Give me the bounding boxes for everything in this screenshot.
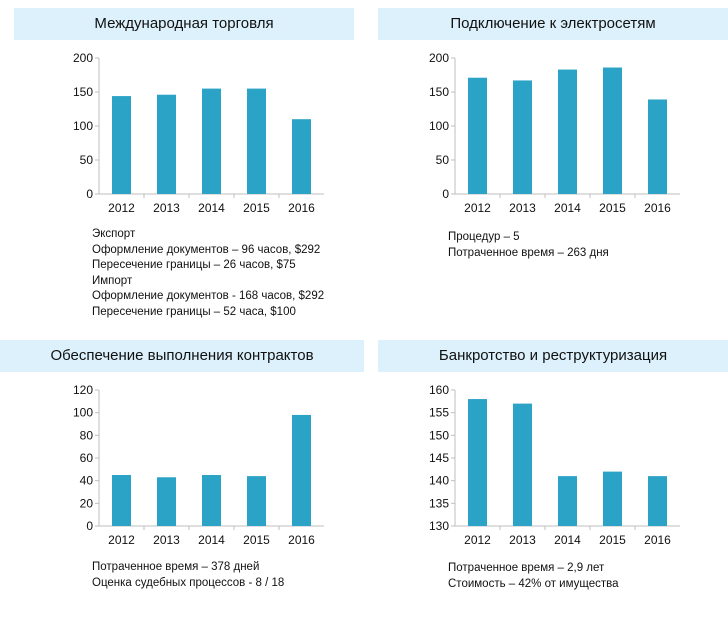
bar-2015 [247,476,266,526]
note-line: Пересечение границы – 26 часов, $75 [92,259,296,271]
x-tick-label: 2012 [108,533,135,547]
x-tick-label: 2012 [464,533,491,547]
y-tick-label: 0 [86,187,93,201]
note-line: Экспорт [92,228,136,240]
bar-2014 [202,475,221,526]
panel-contract-enforcement: Обеспечение выполнения контрактов 0 20 40 6… [0,332,364,628]
x-tick-label: 2013 [153,533,180,547]
bar-2016 [292,119,311,194]
x-tick-label: 2015 [599,201,626,215]
bar-chart: 0 50 100 150 200 2012 2013 2014 2015 2016 [429,51,680,215]
x-tick-label: 2012 [108,201,135,215]
x-tick-label: 2014 [554,201,581,215]
y-tick-label: 160 [429,383,449,397]
x-tick-label: 2013 [153,201,180,215]
x-tick-label: 2015 [243,533,270,547]
y-tick-label: 80 [80,428,94,442]
bar-2012 [468,399,487,526]
x-tick-label: 2014 [198,201,225,215]
chart-title: Банкротство и реструктуризация [378,340,728,372]
x-tick-label: 2013 [509,201,536,215]
chart-notes: Процедур – 5 Потраченное время – 263 дня [448,230,609,261]
bar-2016 [648,99,667,194]
y-tick-label: 40 [80,474,94,488]
chart-title: Международная торговля [14,8,354,40]
y-tick-label: 120 [73,383,93,397]
panel-electricity-connection: Подключение к электросетям 0 50 100 150 200 2… [364,0,728,296]
y-tick-label: 130 [429,519,449,533]
x-tick-label: 2016 [288,201,315,215]
note-line: Пересечение границы – 52 часа, $100 [92,305,296,318]
x-tick-label: 2015 [243,201,270,215]
bar-2012 [468,77,487,194]
bar-chart: 0 20 40 60 80 100 120 2012 2013 2014 2015 2016 [73,383,324,547]
bar-2014 [558,69,577,194]
y-tick-label: 145 [429,451,449,465]
note-line: Стоимость – 42% от имущества [448,577,619,590]
x-tick-label: 2013 [509,533,536,547]
note-line: Процедур – 5 [448,231,520,243]
bar-2014 [558,476,577,526]
panel-bankruptcy: Банкротство и реструктуризация 130 135 140… [364,332,728,628]
bar-2013 [157,477,176,526]
x-tick-label: 2014 [198,533,225,547]
bar-chart: 0 50 100 150 200 2012 2013 2014 2015 2016 [73,51,324,215]
y-tick-label: 100 [429,119,449,133]
x-tick-label: 2016 [644,201,671,215]
bar-2016 [648,476,667,526]
note-line: Импорт [92,274,133,287]
note-line: Оформление документов – 96 часов, $292 [92,243,321,256]
note-line: Оформление документов - 168 часов, $292 [92,290,325,302]
bar-2015 [247,88,266,194]
note-line: Потраченное время – 378 дней [92,561,260,573]
x-tick-label: 2016 [288,533,315,547]
bar-2015 [603,471,622,526]
x-tick-label: 2015 [599,533,626,547]
bar-2012 [112,475,131,526]
bar-chart: 130 135 140 145 150 155 160 2012 2013 2014 2015 201… [429,383,680,547]
x-tick-label: 2016 [644,533,671,547]
y-tick-label: 200 [429,51,449,65]
note-line: Оценка судебных процессов - 8 / 18 [92,576,285,589]
y-tick-label: 150 [429,428,449,442]
bar-2015 [603,67,622,194]
bar-2013 [513,80,532,194]
y-tick-label: 50 [436,153,450,167]
y-tick-label: 155 [429,406,449,420]
x-tick-label: 2012 [464,201,491,215]
bar-2013 [513,403,532,526]
chart-title: Подключение к электросетям [378,8,728,40]
y-tick-label: 150 [73,85,93,99]
y-tick-label: 50 [80,153,94,167]
chart-title: Обеспечение выполнения контрактов [0,340,364,372]
chart-notes: Экспорт Оформление документов – 96 часов… [92,227,324,320]
chart-notes: Потраченное время – 2,9 лет Стоимость – … [448,561,619,592]
note-line: Потраченное время – 2,9 лет [448,562,605,574]
bar-2014 [202,88,221,194]
chart-notes: Потраченное время – 378 дней Оценка суде… [92,560,284,591]
bar-2013 [157,94,176,194]
y-tick-label: 60 [80,451,94,465]
y-tick-label: 100 [73,119,93,133]
bar-2016 [292,414,311,526]
y-tick-label: 140 [429,474,449,488]
y-tick-label: 100 [73,406,93,420]
y-tick-label: 0 [86,519,93,533]
y-tick-label: 150 [429,85,449,99]
y-tick-label: 0 [442,187,449,201]
note-line: Потраченное время – 263 дня [448,246,609,259]
y-tick-label: 20 [80,496,94,510]
panel-international-trade: Международная торговля 0 50 100 150 200 2012 2… [0,0,364,318]
x-tick-label: 2014 [554,533,581,547]
bar-2012 [112,96,131,194]
y-tick-label: 200 [73,51,93,65]
y-tick-label: 135 [429,496,449,510]
